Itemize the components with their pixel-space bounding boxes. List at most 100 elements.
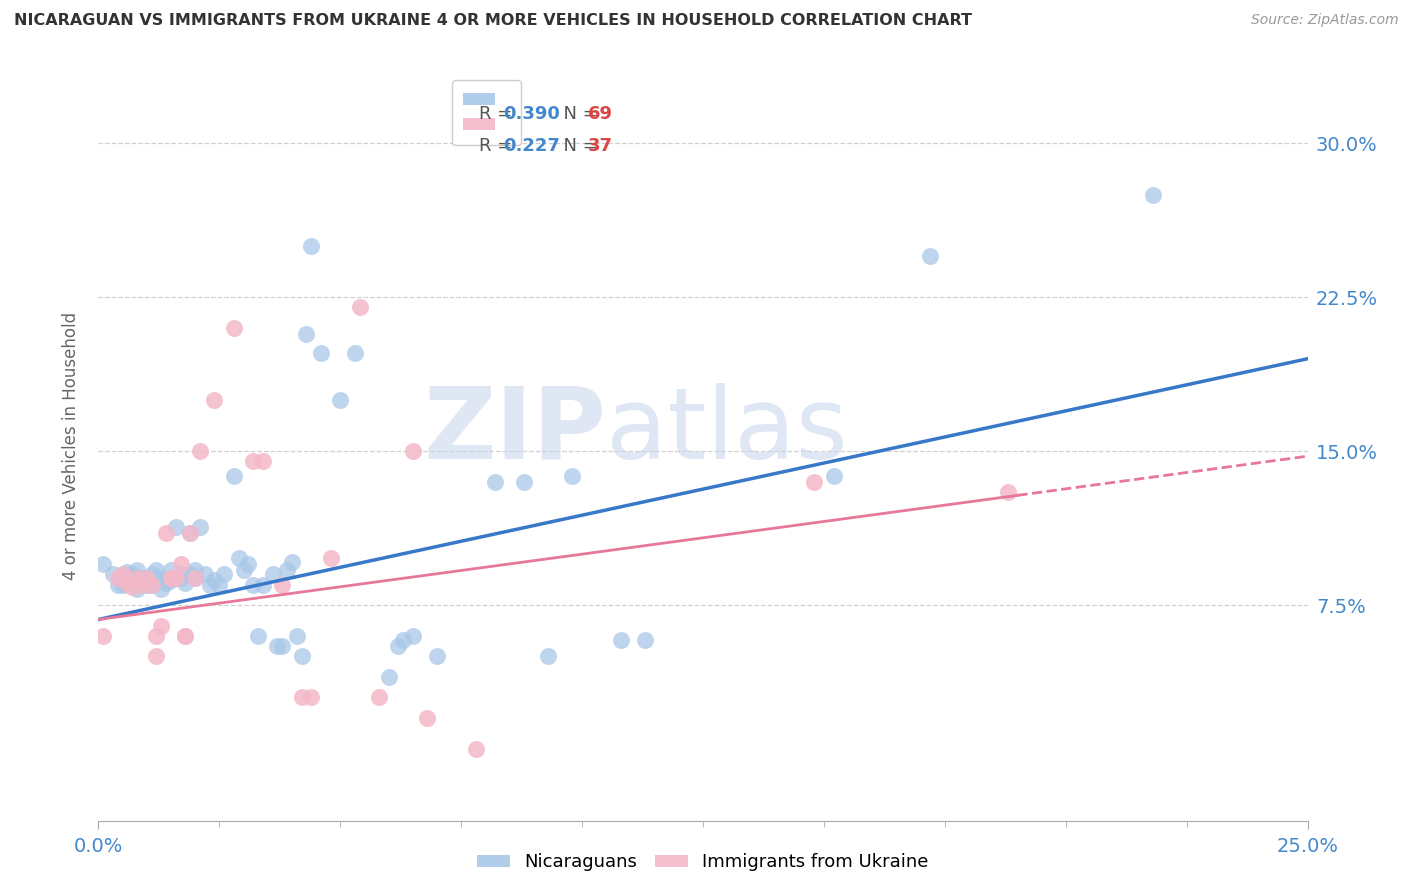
- Point: [290, 690, 312, 705]
- Point: [309, 345, 332, 359]
- Point: [174, 629, 197, 643]
- Point: [145, 649, 167, 664]
- Point: [107, 577, 129, 591]
- Point: [222, 321, 245, 335]
- Point: [165, 571, 187, 585]
- Point: [160, 571, 183, 585]
- Point: [349, 301, 371, 315]
- Point: [266, 639, 288, 653]
- Point: [204, 392, 226, 407]
- Point: [295, 327, 318, 342]
- Point: [179, 526, 201, 541]
- Point: [387, 639, 409, 653]
- Legend:  ,  : ,: [453, 80, 522, 145]
- Point: [150, 618, 173, 632]
- Point: [131, 571, 153, 585]
- Point: [343, 345, 366, 359]
- Point: [402, 444, 425, 458]
- Point: [537, 649, 560, 664]
- Point: [121, 567, 143, 582]
- Point: [174, 629, 197, 643]
- Point: [111, 577, 134, 591]
- Point: [135, 571, 157, 585]
- Point: [160, 574, 183, 588]
- Point: [212, 567, 235, 582]
- Point: [111, 567, 134, 582]
- Point: [135, 577, 157, 591]
- Point: [290, 649, 312, 664]
- Point: [160, 563, 183, 577]
- Point: [228, 550, 250, 565]
- Point: [184, 563, 207, 577]
- Point: [242, 454, 264, 468]
- Point: [160, 571, 183, 585]
- Point: [194, 567, 217, 582]
- Point: [150, 571, 173, 585]
- Point: [426, 649, 449, 664]
- Point: [101, 567, 124, 582]
- Point: [299, 690, 322, 705]
- Point: [111, 567, 134, 582]
- Point: [127, 571, 149, 585]
- Text: NICARAGUAN VS IMMIGRANTS FROM UKRAINE 4 OR MORE VEHICLES IN HOUSEHOLD CORRELATIO: NICARAGUAN VS IMMIGRANTS FROM UKRAINE 4 …: [14, 13, 972, 29]
- Point: [155, 526, 177, 541]
- Point: [1142, 187, 1164, 202]
- Point: [484, 475, 506, 489]
- Point: [169, 567, 191, 582]
- Point: [208, 577, 231, 591]
- Point: [141, 577, 163, 591]
- Point: [107, 571, 129, 585]
- Text: R =: R =: [479, 105, 519, 123]
- Y-axis label: 4 or more Vehicles in Household: 4 or more Vehicles in Household: [62, 312, 80, 580]
- Point: [368, 690, 391, 705]
- Point: [150, 582, 173, 596]
- Point: [823, 468, 845, 483]
- Text: 37: 37: [588, 137, 613, 155]
- Point: [91, 557, 114, 571]
- Point: [319, 550, 342, 565]
- Text: ZIP: ZIP: [423, 383, 606, 480]
- Point: [174, 575, 197, 590]
- Point: [252, 454, 274, 468]
- Point: [276, 563, 298, 577]
- Point: [299, 239, 322, 253]
- Point: [131, 577, 153, 591]
- Point: [117, 575, 139, 590]
- Point: [204, 574, 226, 588]
- Point: [252, 577, 274, 591]
- Point: [416, 711, 439, 725]
- Point: [135, 571, 157, 585]
- Point: [242, 577, 264, 591]
- Point: [141, 577, 163, 591]
- Point: [117, 566, 139, 580]
- Point: [513, 475, 536, 489]
- Point: [238, 557, 260, 571]
- Point: [179, 526, 201, 541]
- Text: N =: N =: [551, 105, 603, 123]
- Point: [329, 392, 352, 407]
- Point: [377, 670, 399, 684]
- Legend: Nicaraguans, Immigrants from Ukraine: Nicaraguans, Immigrants from Ukraine: [470, 847, 936, 879]
- Point: [155, 575, 177, 590]
- Point: [184, 571, 207, 585]
- Point: [271, 639, 294, 653]
- Point: [803, 475, 825, 489]
- Point: [169, 571, 191, 585]
- Point: [179, 567, 201, 582]
- Point: [121, 571, 143, 585]
- Point: [127, 582, 149, 596]
- Point: [145, 629, 167, 643]
- Point: [920, 249, 942, 263]
- Point: [188, 444, 211, 458]
- Point: [610, 632, 633, 647]
- Point: [127, 563, 149, 577]
- Point: [997, 485, 1019, 500]
- Point: [232, 563, 254, 577]
- Point: [271, 577, 294, 591]
- Point: [141, 567, 163, 582]
- Text: 69: 69: [588, 105, 613, 123]
- Point: [464, 741, 486, 756]
- Text: 0.227: 0.227: [503, 137, 561, 155]
- Point: [402, 629, 425, 643]
- Point: [281, 555, 304, 569]
